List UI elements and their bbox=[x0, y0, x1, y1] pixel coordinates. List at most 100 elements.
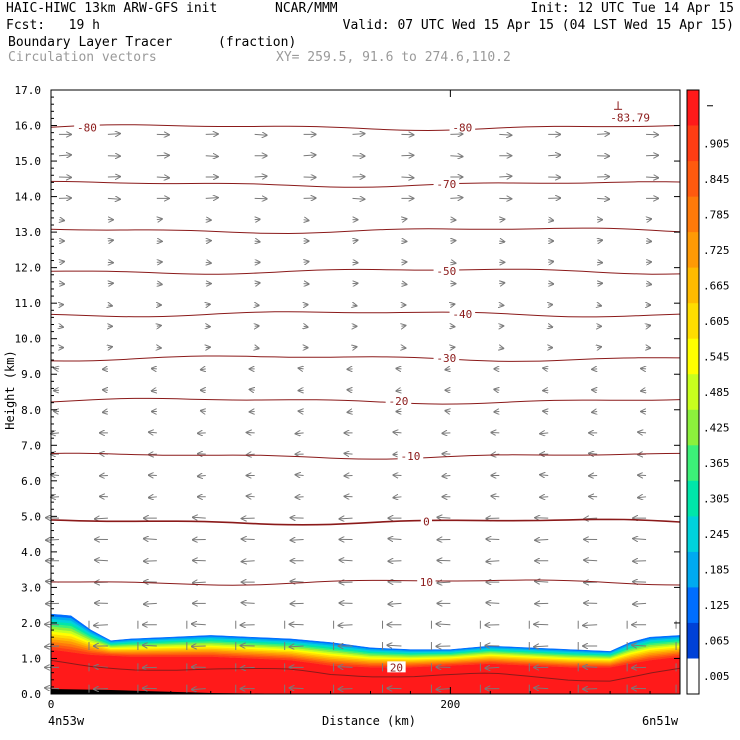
y-axis: 0.0 1.0 2.0 3.0 4.0 5.0 6.0 7.0 8.0 9.0 10.0 11.0 12… bbox=[15, 84, 680, 701]
y-tick-label: 0.0 bbox=[21, 688, 41, 701]
contour-label-bg bbox=[397, 449, 424, 461]
vector-arrow bbox=[592, 412, 597, 413]
vector-arrow bbox=[290, 646, 304, 647]
y-tick-label: 16.0 bbox=[15, 120, 42, 133]
colorbar-label: .845 bbox=[703, 173, 730, 186]
field-units: (fraction) bbox=[218, 35, 297, 50]
colorbar-label: .125 bbox=[703, 599, 730, 612]
vector-arrow bbox=[633, 603, 647, 604]
vector-arrow bbox=[486, 561, 500, 562]
colorbar-label: .185 bbox=[703, 564, 730, 577]
vector-arrow bbox=[548, 262, 553, 263]
org-label: NCAR/MMM bbox=[275, 1, 338, 16]
vector-arrow bbox=[299, 368, 304, 369]
tracer-core bbox=[51, 649, 680, 694]
vector-arrow bbox=[45, 646, 60, 647]
vector-arrow bbox=[584, 560, 598, 561]
contour-label: -40 bbox=[452, 308, 472, 321]
colorbar-swatch bbox=[687, 551, 699, 588]
contour-label: -80 bbox=[452, 121, 472, 134]
vector-arrow bbox=[144, 539, 157, 540]
vector-arrow bbox=[437, 582, 451, 583]
extreme-label: -83.79 bbox=[610, 111, 650, 124]
contour-label-bg bbox=[449, 121, 476, 133]
colorbar-label: .485 bbox=[703, 386, 730, 399]
contour-label: -20 bbox=[389, 395, 409, 408]
colorbar-swatch bbox=[687, 658, 699, 695]
vector-arrow bbox=[51, 475, 60, 476]
vector-arrow bbox=[242, 561, 255, 562]
colorbar-swatch bbox=[687, 303, 699, 340]
vector-arrow bbox=[445, 411, 450, 412]
vector-arrow bbox=[534, 646, 549, 647]
vector-arrow bbox=[247, 496, 255, 497]
overlay-name: Circulation vectors bbox=[8, 50, 157, 65]
vector-arrow bbox=[241, 667, 255, 668]
vector-arrow bbox=[589, 453, 598, 454]
vector-arrow bbox=[396, 390, 401, 391]
vector-arrow bbox=[583, 667, 598, 668]
vector-arrow bbox=[339, 625, 353, 626]
y-tick-label: 5.0 bbox=[21, 510, 41, 523]
contour-line bbox=[50, 311, 681, 318]
vector-arrow bbox=[646, 177, 658, 178]
contour-label-bg bbox=[433, 352, 460, 364]
colorbar-swatch bbox=[687, 409, 699, 446]
colorbar-swatch bbox=[687, 374, 699, 411]
vector-arrow bbox=[304, 220, 309, 221]
contour-label: -70 bbox=[436, 178, 456, 191]
contour-line bbox=[50, 180, 681, 188]
vector-arrow bbox=[304, 326, 308, 327]
colorbar: .905 .845 .785 .725 .665 .605 .545 .485 .425 .365… bbox=[686, 89, 730, 695]
colorbar-label: .545 bbox=[703, 350, 730, 363]
colorbar-swatch bbox=[687, 516, 699, 553]
xy-range: XY= 259.5, 91.6 to 274.6,110.2 bbox=[276, 50, 511, 65]
vector-arrow bbox=[540, 433, 549, 434]
vector-arrow bbox=[353, 305, 357, 306]
contour-label-bg bbox=[433, 265, 460, 277]
vector-arrow bbox=[499, 176, 511, 177]
y-tick-label: 2.0 bbox=[21, 617, 41, 630]
colorbar-label: .605 bbox=[703, 315, 730, 328]
vector-arrow bbox=[393, 432, 402, 433]
contour-label: 20 bbox=[390, 661, 403, 674]
vector-arrow bbox=[548, 326, 552, 327]
colorbar-swatch bbox=[687, 161, 699, 198]
vector-arrow bbox=[144, 603, 157, 604]
vector-arrow bbox=[401, 219, 406, 220]
colorbar-swatch bbox=[687, 267, 699, 304]
vector-arrow bbox=[442, 475, 451, 476]
x-axis-label: Distance (km) bbox=[322, 714, 416, 728]
contour-label-bg bbox=[74, 121, 100, 133]
vector-arrow bbox=[58, 155, 71, 156]
vector-arrow bbox=[450, 198, 462, 199]
y-tick-label: 4.0 bbox=[21, 546, 41, 559]
vector-arrow bbox=[157, 326, 161, 327]
vector-arrow bbox=[633, 539, 647, 540]
colorbar-swatch bbox=[687, 445, 699, 482]
vector-arrow bbox=[450, 304, 454, 305]
y-tick-label: 12.0 bbox=[15, 262, 42, 275]
vector-arrow bbox=[352, 198, 365, 199]
vector-arrow bbox=[291, 581, 304, 582]
valid-time: Valid: 07 UTC Wed 15 Apr 15 (04 LST Wed … bbox=[342, 18, 734, 33]
colorbar-label: .245 bbox=[703, 528, 730, 541]
contour-label-bg bbox=[417, 576, 436, 588]
colorbar-frame bbox=[686, 89, 700, 695]
vector-arrow bbox=[290, 688, 304, 689]
vector-arrow bbox=[499, 283, 504, 284]
vector-arrow bbox=[156, 177, 169, 178]
x-end-right-label: 6n51w bbox=[642, 714, 679, 728]
vector-arrow bbox=[345, 453, 353, 454]
colorbar-label: .065 bbox=[703, 635, 730, 648]
vector-arrow bbox=[149, 497, 157, 498]
y-tick-label: 17.0 bbox=[15, 84, 42, 97]
vector-arrow bbox=[254, 176, 267, 177]
vector-arrow bbox=[108, 240, 113, 241]
vector-arrow bbox=[107, 198, 120, 199]
vector-arrow bbox=[157, 219, 162, 220]
colorbar-swatch bbox=[687, 232, 699, 269]
vector-arrow bbox=[486, 603, 500, 604]
contour-label: 10 bbox=[420, 576, 433, 589]
model-title: HAIC-HIWC 13km ARW-GFS init bbox=[6, 1, 218, 16]
